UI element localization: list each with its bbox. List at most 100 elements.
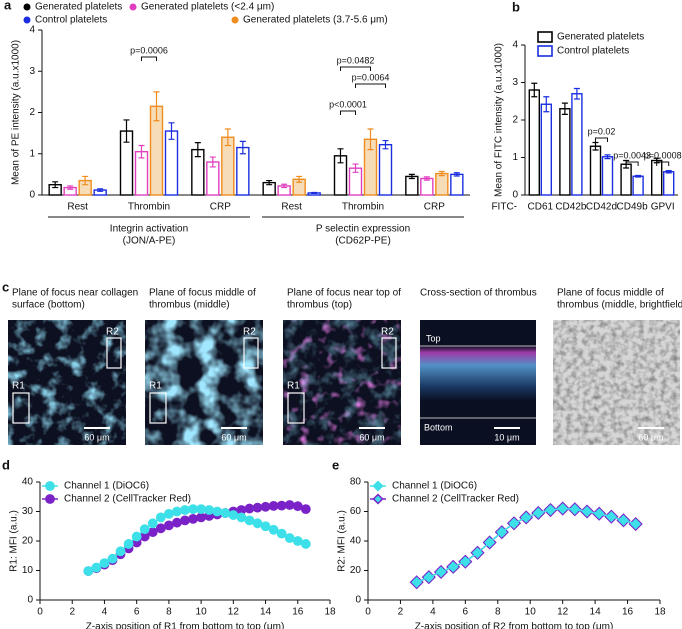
data-point xyxy=(508,517,520,529)
panel-label: d xyxy=(2,457,10,472)
bar xyxy=(589,145,602,196)
data-point xyxy=(220,508,231,518)
bar xyxy=(528,89,540,196)
x-tick-label: 8 xyxy=(495,607,501,618)
data-point xyxy=(188,513,198,524)
error-bar xyxy=(266,179,273,186)
legend-label: Generated platelets (3.7-5.6 μm) xyxy=(243,15,388,26)
data-point xyxy=(180,505,190,515)
image-texture xyxy=(553,320,680,445)
roi-label: R2 xyxy=(381,327,394,338)
data-point xyxy=(115,546,126,557)
data-point xyxy=(107,553,118,564)
data-point xyxy=(188,504,198,515)
data-point xyxy=(196,504,207,515)
scale-label: 60 μm xyxy=(359,432,384,442)
x-tick-label: CD49b xyxy=(617,202,649,213)
x-tick-label: 6 xyxy=(134,607,140,618)
x-tick-label: 18 xyxy=(654,607,666,618)
legend-label: Control platelets xyxy=(557,46,629,57)
significance-bracket xyxy=(625,161,639,166)
y-tick-label: 0 xyxy=(29,190,35,201)
bar xyxy=(450,173,464,196)
roi-box xyxy=(106,337,122,369)
legend-label: Generated platelets xyxy=(35,2,122,13)
data-point xyxy=(459,556,471,568)
bar xyxy=(571,93,583,196)
data-point xyxy=(423,571,435,583)
x-tick-label: 2 xyxy=(398,607,404,618)
error-bar xyxy=(604,154,611,160)
data-point xyxy=(557,502,569,515)
data-point xyxy=(276,500,287,511)
error-bar xyxy=(281,183,288,189)
p-value: p=0.0482 xyxy=(337,55,375,65)
image-label: Top xyxy=(426,333,441,343)
p-value: p=0.0064 xyxy=(352,72,390,82)
error-bar xyxy=(561,102,568,115)
data-point xyxy=(435,566,447,578)
cross-section xyxy=(420,346,536,401)
data-point xyxy=(284,500,295,510)
p-value: p<0.0001 xyxy=(329,99,367,109)
bar xyxy=(620,163,632,196)
error-bar xyxy=(423,176,430,181)
x-tick-label: 16 xyxy=(622,607,634,618)
bar xyxy=(601,156,614,196)
p-value: p=0.0043 xyxy=(613,150,651,160)
legend-swatch xyxy=(23,3,31,11)
legend-swatch xyxy=(45,494,55,504)
legend-swatch xyxy=(537,45,553,57)
roi-box xyxy=(149,392,167,424)
p-value: p=0.0006 xyxy=(130,45,168,55)
legend-swatch xyxy=(537,31,553,43)
error-bar xyxy=(194,142,201,158)
error-bar xyxy=(592,141,599,151)
bar xyxy=(559,108,571,196)
image-texture xyxy=(283,320,401,445)
x-tick-label: CRP xyxy=(210,202,231,213)
error-bar xyxy=(52,181,59,189)
p-value: p=0.02 xyxy=(588,126,616,136)
scale-label: 10 μm xyxy=(494,432,519,442)
x-tick-label: Rest xyxy=(281,202,302,213)
image-caption: Plane of focus middle of xyxy=(557,288,664,299)
image-caption: surface (bottom) xyxy=(12,300,85,311)
data-point xyxy=(147,518,158,529)
data-point xyxy=(260,521,271,532)
y-tick-label: 40 xyxy=(22,477,34,488)
roi-box xyxy=(243,337,259,369)
data-point xyxy=(180,515,190,526)
legend-swatch xyxy=(23,16,31,24)
image-caption: thrombus (middle, brightfield) xyxy=(557,300,682,311)
error-bar xyxy=(123,119,130,143)
error-bar xyxy=(367,128,374,151)
error-bar xyxy=(543,96,550,113)
x-axis-label: Z-axis position of R2 from bottom to top… xyxy=(415,622,614,629)
bar xyxy=(236,146,250,196)
error-bar xyxy=(67,185,74,190)
significance-bracket xyxy=(141,56,157,61)
y-tick-label: 3 xyxy=(512,77,518,88)
x-tick-label: 8 xyxy=(166,607,172,618)
data-point xyxy=(155,512,166,523)
roi-label: R2 xyxy=(106,327,119,338)
image-label: Bottom xyxy=(424,422,453,432)
x-tick-label: 0 xyxy=(365,607,371,618)
y-tick-label: 3 xyxy=(29,66,35,77)
data-point xyxy=(228,510,239,520)
data-point xyxy=(581,505,593,518)
error-bar xyxy=(453,172,460,177)
y-tick-label: 30 xyxy=(22,506,34,517)
y-tick-label: 2 xyxy=(29,107,35,118)
data-point xyxy=(147,527,158,538)
scale-label: 60 μm xyxy=(221,432,246,442)
x-tick-label: 14 xyxy=(260,607,272,618)
legend-label: Channel 2 (CellTracker Red) xyxy=(392,494,519,505)
data-point xyxy=(196,512,207,523)
group-label: P selectin expression xyxy=(316,224,410,235)
data-point xyxy=(91,562,102,573)
panel-label: c xyxy=(2,279,9,294)
data-point xyxy=(593,508,605,520)
y-axis-label: R1: MFI (a.u.) xyxy=(9,510,20,572)
